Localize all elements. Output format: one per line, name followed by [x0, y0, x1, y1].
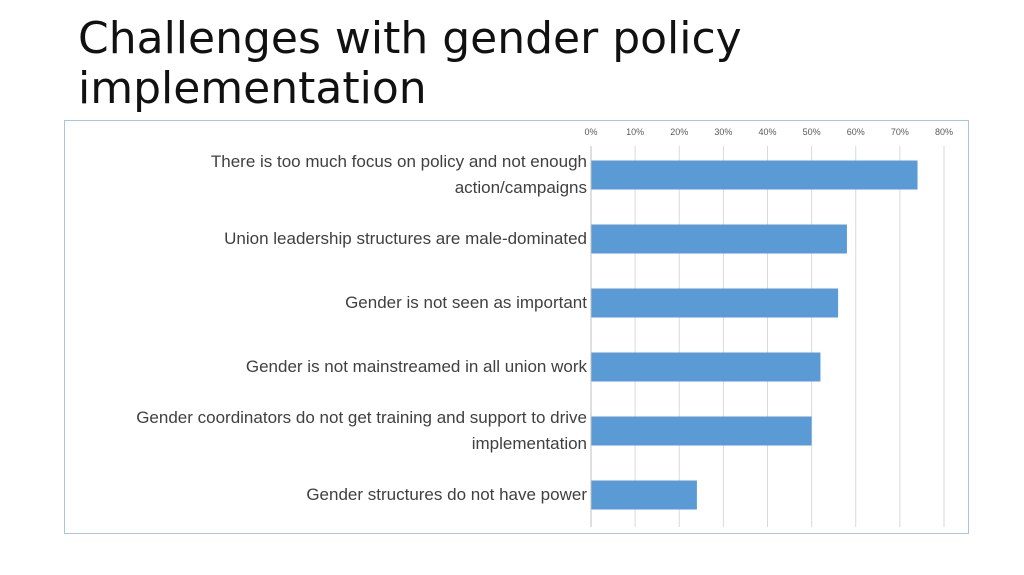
bar	[591, 288, 839, 318]
bar	[591, 160, 918, 190]
x-tick-label: 40%	[758, 127, 776, 137]
category-label: There is too much focus on policy and no…	[210, 152, 587, 197]
bar	[591, 352, 821, 382]
x-tick-label: 50%	[803, 127, 821, 137]
bar	[591, 416, 812, 446]
bar-chart: 0% 10% 20% 30% 40% 50% 60% 70% 80%	[584, 127, 953, 527]
category-label: Gender is not seen as important	[345, 293, 587, 312]
category-label: Gender is not mainstreamed in all union …	[245, 357, 587, 376]
x-tick-label: 30%	[714, 127, 732, 137]
x-tick-label: 0%	[584, 127, 597, 137]
bar	[591, 224, 847, 254]
x-tick-label: 10%	[626, 127, 644, 137]
x-tick-label: 70%	[891, 127, 909, 137]
category-label: Gender coordinators do not get training …	[136, 408, 587, 453]
category-label: Union leadership structures are male-dom…	[224, 229, 587, 248]
slide-title: Challenges with gender policy implementa…	[78, 13, 742, 114]
chart-frame: 0% 10% 20% 30% 40% 50% 60% 70% 80% There is too …	[64, 120, 969, 534]
bar	[591, 480, 697, 510]
category-label: Gender structures do not have power	[306, 485, 587, 504]
x-tick-label: 20%	[670, 127, 688, 137]
x-tick-label: 60%	[847, 127, 865, 137]
x-tick-label: 80%	[935, 127, 953, 137]
